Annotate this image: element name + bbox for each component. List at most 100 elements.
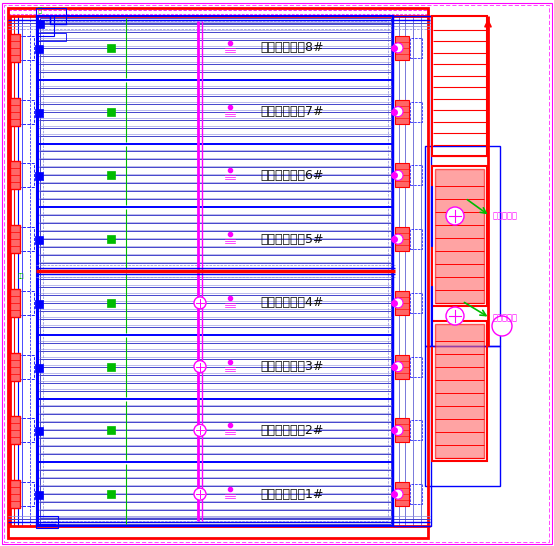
Bar: [425, 146, 500, 346]
Bar: [36, 33, 66, 41]
Bar: [10, 289, 20, 317]
Text: 自养反硝化池1#: 自养反硝化池1#: [260, 488, 324, 501]
Text: 异氧反硝化池5#: 异氧反硝化池5#: [260, 233, 324, 246]
Circle shape: [393, 425, 403, 435]
Bar: [38, 80, 393, 144]
Bar: [35, 109, 43, 117]
Bar: [18, 482, 34, 506]
Text: 异氧反硝化池8#: 异氧反硝化池8#: [260, 41, 324, 55]
Circle shape: [393, 43, 403, 53]
Bar: [395, 36, 409, 60]
Bar: [35, 364, 43, 372]
Circle shape: [194, 360, 206, 372]
Bar: [38, 16, 393, 80]
Bar: [107, 108, 115, 116]
Bar: [395, 418, 409, 442]
Bar: [38, 16, 393, 526]
Bar: [36, 16, 54, 36]
Bar: [410, 357, 422, 377]
Bar: [18, 291, 34, 315]
Bar: [107, 363, 115, 371]
Bar: [18, 354, 34, 378]
Bar: [35, 491, 43, 499]
Bar: [395, 354, 409, 378]
Text: 混合搅拌器: 混合搅拌器: [493, 211, 518, 221]
Bar: [18, 418, 34, 442]
Bar: [35, 173, 43, 180]
Text: 自养反硝化池2#: 自养反硝化池2#: [260, 424, 324, 437]
Bar: [435, 169, 484, 303]
Circle shape: [194, 488, 206, 500]
Bar: [395, 163, 409, 187]
Circle shape: [393, 170, 403, 180]
Bar: [43, 21, 388, 521]
Bar: [38, 271, 393, 335]
Bar: [395, 291, 409, 315]
Text: 异氧反硝化池6#: 异氧反硝化池6#: [260, 169, 324, 182]
Bar: [431, 286, 432, 346]
Bar: [10, 162, 20, 189]
Bar: [10, 480, 20, 508]
Bar: [410, 229, 422, 249]
Bar: [395, 227, 409, 251]
Text: 自养反硝化池3#: 自养反硝化池3#: [260, 360, 324, 373]
Text: 异氧反硝化池7#: 异氧反硝化池7#: [260, 105, 324, 118]
Bar: [36, 8, 66, 16]
Bar: [410, 38, 422, 58]
Bar: [10, 417, 20, 444]
Bar: [38, 399, 393, 462]
Circle shape: [393, 361, 403, 372]
Circle shape: [393, 489, 403, 499]
Bar: [432, 166, 487, 306]
Bar: [18, 99, 34, 123]
Bar: [38, 144, 393, 207]
Bar: [425, 346, 500, 486]
Text: 自养反硝化池4#: 自养反硝化池4#: [260, 296, 324, 310]
Bar: [35, 428, 43, 435]
Circle shape: [393, 106, 403, 117]
Bar: [50, 16, 66, 24]
Bar: [38, 462, 393, 526]
Bar: [431, 186, 432, 246]
Bar: [10, 225, 20, 253]
Bar: [432, 16, 487, 156]
Bar: [410, 484, 422, 504]
Bar: [35, 45, 43, 53]
Bar: [107, 44, 115, 52]
Circle shape: [194, 424, 206, 436]
Text: 混合搅拌器: 混合搅拌器: [493, 313, 518, 323]
Text: 进水: 进水: [18, 273, 24, 279]
Bar: [432, 321, 487, 461]
Bar: [410, 102, 422, 122]
Bar: [395, 99, 409, 123]
Circle shape: [393, 234, 403, 244]
Text: 元: 元: [38, 7, 42, 13]
Circle shape: [393, 298, 403, 308]
Bar: [18, 36, 34, 60]
Bar: [395, 482, 409, 506]
Bar: [393, 16, 431, 526]
Circle shape: [446, 307, 464, 325]
Bar: [435, 324, 484, 458]
Bar: [107, 299, 115, 307]
Bar: [410, 293, 422, 313]
Bar: [40, 18, 391, 524]
Bar: [35, 236, 43, 244]
Bar: [10, 98, 20, 126]
Bar: [107, 490, 115, 498]
Circle shape: [446, 207, 464, 225]
Bar: [36, 20, 44, 28]
Bar: [107, 426, 115, 435]
Bar: [36, 516, 58, 528]
Bar: [18, 163, 34, 187]
Bar: [410, 420, 422, 441]
Bar: [35, 300, 43, 308]
Bar: [410, 165, 422, 186]
Bar: [10, 34, 20, 62]
Circle shape: [492, 316, 512, 336]
Bar: [38, 335, 393, 399]
Bar: [38, 207, 393, 271]
Circle shape: [194, 297, 206, 309]
Bar: [107, 235, 115, 243]
Bar: [107, 171, 115, 180]
